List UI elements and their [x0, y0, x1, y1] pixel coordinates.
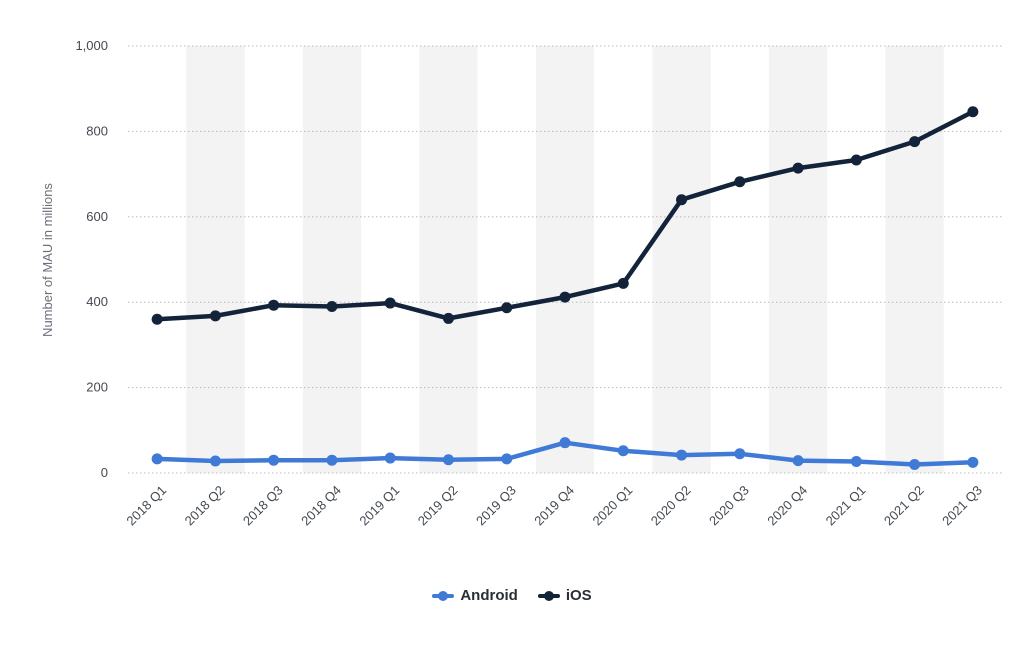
android-data-point	[559, 437, 571, 449]
legend-item-android[interactable]: Android	[432, 587, 518, 604]
android-data-point	[676, 449, 688, 461]
ios-data-point	[967, 106, 979, 118]
column-band	[768, 46, 828, 473]
column-band	[302, 46, 362, 473]
ios-data-point	[268, 299, 280, 311]
android-legend-marker	[432, 589, 455, 603]
x-tick-label: 2021 Q3	[939, 483, 985, 529]
ios-data-point	[734, 176, 746, 188]
y-tick-label: 1,000	[75, 38, 108, 53]
android-data-point	[501, 453, 513, 465]
y-tick-label: 600	[86, 209, 108, 224]
legend-item-ios[interactable]: iOS	[537, 587, 592, 604]
legend: Android iOS	[0, 587, 1024, 604]
ios-data-point	[792, 162, 804, 174]
series-points	[151, 106, 979, 470]
x-tick-label: 2019 Q2	[415, 483, 461, 529]
x-tick-label: 2019 Q3	[473, 483, 519, 529]
x-tick-label: 2018 Q4	[298, 483, 344, 529]
ios-data-point	[909, 136, 921, 148]
x-tick-label: 2020 Q2	[648, 483, 694, 529]
x-tick-label: 2018 Q1	[123, 483, 169, 529]
ios-data-point	[151, 313, 163, 325]
x-tick-label: 2020 Q4	[764, 483, 810, 529]
x-tick-label: 2018 Q3	[240, 483, 286, 529]
ios-data-point	[501, 302, 513, 314]
android-data-point	[909, 458, 921, 470]
ios-legend-marker	[537, 589, 560, 603]
y-tick-label: 800	[86, 123, 108, 138]
column-band	[186, 46, 245, 473]
x-tick-label: 2019 Q1	[356, 483, 402, 529]
android-data-point	[792, 455, 804, 467]
android-data-point	[734, 448, 746, 460]
legend-label-android: Android	[460, 587, 518, 604]
ios-data-point	[209, 310, 221, 322]
ios-data-point	[850, 154, 862, 166]
x-tick-label: 2019 Q4	[531, 483, 577, 529]
y-tick-label: 200	[86, 380, 108, 395]
column-band	[652, 46, 711, 473]
legend-label-ios: iOS	[565, 587, 592, 604]
ios-data-point	[559, 291, 571, 303]
gridlines	[128, 45, 1002, 474]
android-data-point	[442, 454, 454, 466]
y-axis-ticks: 0 200 400 600 800 1,000	[75, 38, 108, 480]
x-tick-label: 2021 Q1	[823, 483, 869, 529]
x-tick-label: 2020 Q1	[590, 483, 636, 529]
x-tick-label: 2018 Q2	[182, 483, 228, 529]
ios-data-point	[326, 300, 338, 312]
ios-data-point	[442, 312, 454, 324]
android-data-point	[384, 452, 396, 464]
column-band	[419, 46, 478, 473]
android-data-point	[151, 453, 163, 465]
ios-data-point	[384, 297, 396, 309]
y-axis-title: Number of MAU in millions	[40, 183, 55, 337]
y-tick-label: 0	[101, 465, 108, 480]
android-data-point	[850, 455, 862, 467]
android-data-point	[617, 445, 629, 457]
android-data-point	[967, 456, 979, 468]
android-data-point	[209, 455, 221, 467]
ios-data-point	[676, 194, 688, 206]
column-band	[885, 46, 944, 473]
y-tick-label: 400	[86, 294, 108, 309]
android-data-point	[268, 454, 280, 466]
ios-data-point	[617, 277, 629, 289]
x-axis-ticks: 2018 Q1 2018 Q2 2018 Q3 2018 Q4 2019 Q1 2019 …	[123, 483, 985, 529]
column-band	[535, 46, 595, 473]
x-tick-label: 2021 Q2	[881, 483, 927, 529]
android-data-point	[326, 454, 338, 466]
column-bands	[186, 46, 944, 473]
x-tick-label: 2020 Q3	[706, 483, 752, 529]
